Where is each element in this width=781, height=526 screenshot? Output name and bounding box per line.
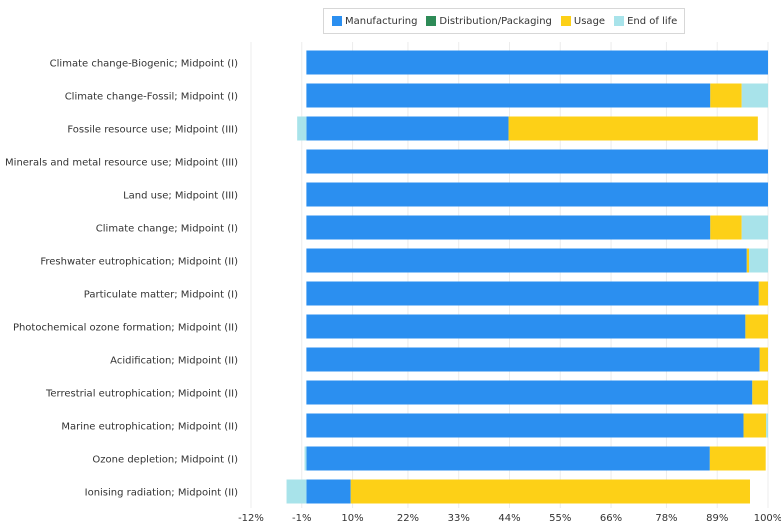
bar-segment-end-of-life[interactable]	[297, 116, 307, 141]
bar-segment-manufacturing[interactable]	[306, 182, 768, 207]
bar-segment-manufacturing[interactable]	[306, 149, 768, 174]
category-label: Acidification; Midpoint (II)	[110, 356, 238, 367]
bar-segment-manufacturing[interactable]	[306, 116, 509, 141]
bar-segment-manufacturing[interactable]	[306, 479, 351, 504]
bar-segment-end-of-life[interactable]	[304, 446, 307, 471]
category-label: Land use; Midpoint (III)	[123, 191, 238, 202]
bar-segment-manufacturing[interactable]	[306, 248, 747, 273]
legend-swatch	[426, 16, 437, 26]
x-tick-label: 22%	[397, 513, 419, 524]
category-label: Minerals and metal resource use; Midpoin…	[5, 158, 238, 169]
x-tick-label: 10%	[341, 513, 363, 524]
x-tick-label: -1%	[292, 513, 311, 524]
bar-segment-usage[interactable]	[743, 413, 767, 438]
legend-item-end-of-life[interactable]: End of life	[614, 16, 677, 27]
legend-label: Usage	[573, 15, 606, 27]
chart-legend: Manufacturing Distribution/Packaging Usage…	[323, 8, 685, 34]
category-label: Particulate matter; Midpoint (I)	[84, 290, 238, 301]
x-tick-label: 100%	[754, 513, 781, 524]
legend-swatch	[614, 16, 625, 26]
category-label: Climate change-Fossil; Midpoint (I)	[65, 92, 238, 103]
bar-segment-usage[interactable]	[709, 446, 766, 471]
category-label: Marine eutrophication; Midpoint (II)	[61, 422, 238, 433]
bar-segment-end-of-life[interactable]	[766, 413, 768, 438]
bar-segment-usage[interactable]	[752, 380, 768, 405]
category-label: Ozone depletion; Midpoint (I)	[92, 455, 238, 466]
category-label: Freshwater eutrophication; Midpoint (II)	[40, 257, 238, 268]
bar-segment-usage[interactable]	[745, 314, 768, 339]
bar-segment-usage[interactable]	[350, 479, 750, 504]
bar-segment-usage[interactable]	[759, 347, 768, 372]
legend-item-distribution-packaging[interactable]: Distribution/Packaging	[426, 15, 552, 27]
category-label: Climate change; Midpoint (I)	[96, 224, 238, 235]
bar-segment-usage[interactable]	[746, 248, 750, 273]
x-tick-label: -12%	[238, 513, 264, 524]
legend-label: Distribution/Packaging	[439, 15, 552, 27]
x-tick-label: 89%	[706, 513, 728, 524]
bar-segment-manufacturing[interactable]	[306, 281, 759, 306]
legend-swatch	[332, 16, 342, 26]
bar-segment-usage[interactable]	[710, 83, 742, 108]
legend-item-manufacturing[interactable]: Manufacturing	[332, 16, 417, 27]
category-label: Climate change-Biogenic; Midpoint (I)	[50, 59, 238, 70]
bar-segment-manufacturing[interactable]	[306, 413, 744, 438]
bar-segment-manufacturing[interactable]	[306, 83, 711, 108]
legend-label: End of life	[627, 15, 678, 27]
legend-item-usage[interactable]: Usage	[560, 15, 606, 27]
x-tick-label: 44%	[498, 513, 520, 524]
bar-segment-manufacturing[interactable]	[306, 50, 768, 75]
bar-segment-usage[interactable]	[710, 215, 742, 240]
category-label: Photochemical ozone formation; Midpoint …	[13, 323, 238, 334]
x-tick-label: 78%	[655, 513, 677, 524]
bar-segment-manufacturing[interactable]	[306, 314, 746, 339]
bar-segment-end-of-life[interactable]	[749, 248, 768, 273]
bar-segment-end-of-life[interactable]	[741, 215, 768, 240]
bar-segment-manufacturing[interactable]	[306, 215, 711, 240]
bar-segment-usage[interactable]	[758, 281, 768, 306]
category-label: Fossile resource use; Midpoint (III)	[67, 125, 238, 136]
bar-segment-end-of-life[interactable]	[286, 479, 307, 504]
bar-segment-manufacturing[interactable]	[306, 380, 753, 405]
legend-label: Manufacturing	[345, 15, 418, 27]
bar-segment-usage[interactable]	[508, 116, 758, 141]
x-tick-label: 33%	[448, 513, 470, 524]
x-tick-label: 66%	[600, 513, 622, 524]
bar-segment-manufacturing[interactable]	[306, 347, 760, 372]
bar-segment-manufacturing[interactable]	[306, 446, 710, 471]
legend-swatch	[560, 16, 571, 26]
category-label: Ionising radiation; Midpoint (II)	[85, 488, 238, 499]
category-label: Terrestrial eutrophication; Midpoint (II…	[45, 389, 238, 400]
x-tick-label: 55%	[549, 513, 571, 524]
bar-segment-end-of-life[interactable]	[741, 83, 768, 108]
